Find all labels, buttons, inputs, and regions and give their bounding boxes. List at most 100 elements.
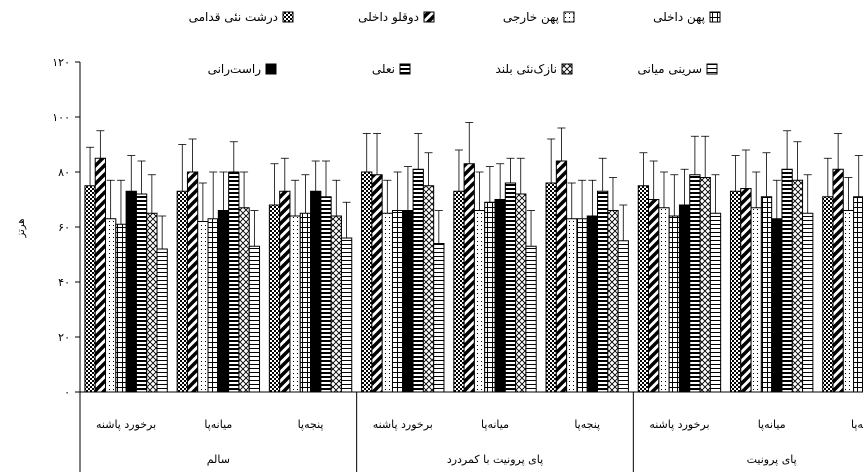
y-tick-label: ۱۰۰ — [52, 111, 70, 124]
legend-label: پهن خارجی — [503, 10, 559, 25]
legend-label: درشت نئی قدامی — [189, 10, 278, 25]
bar — [607, 210, 619, 393]
category-label: برخورد پاشنه — [373, 418, 433, 431]
bar — [94, 157, 107, 393]
bar — [678, 204, 691, 393]
bar — [248, 245, 261, 393]
legend: درشت نئی قدامی دوقلو داخلی پهن خارجی پهن دا… — [189, 10, 721, 77]
bar — [853, 196, 863, 393]
bar — [566, 218, 578, 393]
bar — [320, 196, 332, 393]
bar — [637, 185, 650, 393]
legend-swatch — [563, 11, 575, 23]
bar — [555, 160, 568, 393]
legend-swatch — [282, 11, 294, 23]
bar — [658, 207, 670, 393]
y-tick-label: ۶۰ — [58, 221, 70, 234]
bar — [361, 171, 373, 393]
legend-label: راست‌رانی — [208, 62, 262, 77]
bar — [412, 168, 424, 393]
bar — [146, 212, 158, 393]
bar — [771, 218, 783, 393]
legend-label: پهن داخلی — [653, 10, 705, 25]
bar — [228, 171, 240, 393]
bar — [340, 237, 353, 393]
bar — [822, 196, 834, 393]
bar — [494, 199, 506, 393]
bar — [84, 185, 96, 393]
category-label: برخورد پاشنه — [96, 418, 156, 431]
bar — [433, 243, 445, 393]
bar — [289, 215, 301, 393]
bar — [422, 185, 435, 393]
bar — [125, 190, 137, 393]
bar — [176, 190, 188, 393]
bar — [781, 168, 793, 393]
bar — [699, 177, 711, 393]
bar — [473, 210, 486, 393]
y-tick-label: ۲۰ — [58, 331, 70, 344]
bar — [310, 190, 322, 393]
category-label: برخورد پاشنه — [649, 418, 709, 431]
bar — [576, 218, 588, 393]
bar — [750, 207, 762, 393]
legend-swatch — [265, 63, 277, 75]
group-label: سالم — [207, 453, 230, 466]
bar — [330, 215, 342, 393]
plot-area: ۰ ۲۰ ۴۰ ۶۰ ۸۰ ۱۰۰ ۱۲۰ هرتز برخورد پاشنه میانه‌پا پ… — [16, 56, 863, 472]
bar — [381, 212, 393, 393]
legend-swatch — [561, 63, 573, 75]
bar — [268, 204, 281, 393]
bar — [525, 245, 537, 393]
bar — [689, 174, 701, 393]
legend-label: دوقلو داخلی — [358, 10, 419, 25]
category-label: پنجه‌پا — [574, 418, 600, 431]
legend-swatch — [709, 11, 721, 23]
bar — [453, 190, 465, 393]
bar — [760, 196, 773, 393]
category-label: میانه‌پا — [204, 418, 232, 431]
bar — [238, 207, 250, 393]
legend-swatch — [399, 63, 411, 75]
y-tick-label: ۱۲۰ — [52, 56, 70, 69]
bar — [515, 193, 527, 393]
bar — [207, 218, 219, 393]
group-label: پای پرونیت — [747, 453, 797, 466]
bar — [740, 188, 752, 393]
bar — [545, 182, 557, 393]
bar — [186, 171, 199, 393]
bar — [299, 212, 312, 393]
legend-label: نازک‌نئی بلند — [495, 62, 557, 77]
legend-label: سرینی میانی — [638, 62, 703, 77]
bar — [391, 210, 404, 393]
bar — [197, 221, 209, 393]
bar — [402, 210, 414, 393]
bar — [279, 190, 291, 393]
legend-label: نعلی — [372, 62, 395, 76]
bar — [156, 248, 168, 393]
legend-swatch — [706, 63, 718, 75]
category-label: پنجه‌پا — [851, 418, 863, 431]
bar — [484, 201, 496, 393]
y-tick-label: ۴۰ — [58, 276, 70, 289]
y-tick-label: ۸۰ — [58, 166, 70, 179]
bar — [617, 240, 629, 393]
group-label: پای پرونیت با کمردرد — [447, 453, 543, 466]
bar — [709, 212, 722, 393]
bar — [135, 193, 148, 393]
bar — [463, 163, 475, 393]
bar — [729, 190, 742, 393]
legend-swatch — [423, 11, 435, 23]
bar — [842, 210, 855, 393]
bar — [832, 168, 844, 393]
bar — [648, 199, 660, 393]
y-axis-label: هرتز — [16, 218, 27, 238]
category-label: میانه‌پا — [758, 418, 786, 431]
bar — [504, 182, 517, 393]
bar — [597, 190, 609, 393]
category-label: پنجه‌پا — [298, 418, 324, 431]
category-label: میانه‌پا — [481, 418, 509, 431]
y-tick-label: ۰ — [64, 386, 70, 399]
bar — [586, 215, 599, 393]
